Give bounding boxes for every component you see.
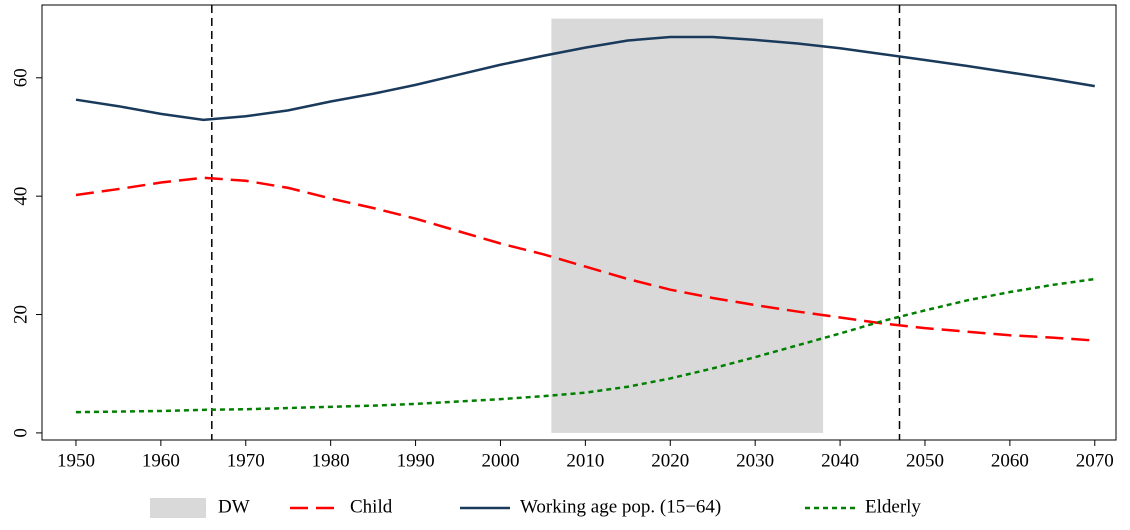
legend-label: Child	[350, 496, 393, 517]
legend-label: Working age pop. (15−64)	[520, 496, 721, 517]
shaded-region	[551, 18, 824, 433]
legend-label: DW	[218, 496, 250, 517]
x-tick-label: 2040	[821, 450, 859, 471]
x-tick-label: 2030	[736, 450, 774, 471]
y-tick-label: 0	[10, 428, 31, 438]
x-tick-label: 2070	[1076, 450, 1114, 471]
x-tick-label: 1980	[312, 450, 350, 471]
legend-label: Elderly	[865, 496, 921, 517]
y-tick-label: 60	[10, 68, 31, 87]
x-tick-label: 2010	[566, 450, 604, 471]
y-tick-label: 20	[10, 305, 31, 324]
x-tick-label: 1950	[57, 450, 95, 471]
x-tick-label: 2050	[906, 450, 944, 471]
line-series	[75, 277, 1095, 414]
plot-frame	[41, 4, 1117, 441]
x-tick-label: 1960	[142, 450, 180, 471]
line-series	[75, 176, 1095, 342]
legend-swatch	[150, 498, 206, 518]
x-tick-label: 2000	[481, 450, 519, 471]
y-tick-label: 40	[10, 187, 31, 206]
line-series	[75, 35, 1095, 122]
x-tick-label: 1990	[397, 450, 435, 471]
x-tick-label: 1970	[227, 450, 265, 471]
x-tick-label: 2020	[651, 450, 689, 471]
x-tick-label: 2060	[991, 450, 1029, 471]
